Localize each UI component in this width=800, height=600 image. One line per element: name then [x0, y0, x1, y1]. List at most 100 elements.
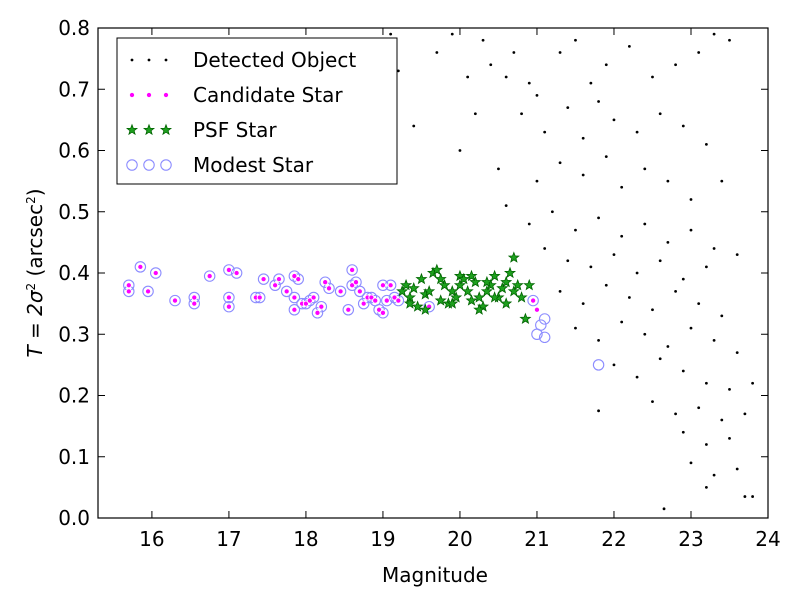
detected-object-point — [658, 259, 662, 263]
detected-object-point — [681, 369, 685, 373]
detected-object-point — [697, 51, 701, 54]
candidate-star-point — [349, 282, 356, 289]
candidate-star-point — [260, 276, 267, 283]
psf-star-point — [446, 297, 459, 309]
detected-object-point — [658, 112, 662, 116]
detected-object-point — [751, 381, 754, 385]
series-detected-object — [389, 32, 754, 511]
legend-marker-psf-star — [125, 123, 139, 136]
detected-object-point — [520, 112, 523, 116]
detected-object-point — [466, 75, 470, 79]
y-axis-label-group: T = 2σ2 (arcsec2) — [23, 188, 47, 357]
detected-object-point — [550, 210, 554, 214]
candidate-star-point — [395, 297, 402, 304]
legend-marker-detected-object — [164, 58, 168, 62]
legend: Detected Object Candidate Star PSF Star Mod… — [116, 37, 398, 185]
candidate-star-point — [368, 294, 375, 301]
candidate-star-point — [306, 297, 313, 304]
detected-object-point — [581, 173, 585, 177]
legend-entry-detected-object: Detected Object — [130, 48, 356, 72]
detected-object-point — [620, 185, 624, 189]
detected-object-point — [681, 277, 685, 281]
detected-object-point — [527, 222, 531, 226]
detected-object-point — [543, 130, 547, 134]
legend-label-modest-star: Modest Star — [193, 153, 314, 177]
candidate-star-point — [352, 279, 360, 286]
candidate-star-point — [349, 266, 356, 273]
y-axis-label-suffix: (arcsec — [23, 204, 47, 283]
psf-star-point — [523, 278, 536, 291]
detected-object-point — [704, 265, 708, 269]
modest-star-point — [527, 294, 539, 307]
psf-star-point — [496, 281, 509, 294]
psf-star-point — [465, 269, 478, 282]
modest-star-point — [288, 303, 301, 316]
modest-star-point — [346, 279, 358, 291]
psf-star-point — [500, 275, 513, 288]
psf-star-point — [419, 303, 432, 315]
detected-object-point — [666, 345, 670, 348]
candidate-star-point — [345, 306, 352, 313]
detected-object-point — [389, 32, 393, 36]
psf-star-point — [400, 278, 413, 291]
psf-star-point — [507, 285, 520, 297]
detected-object-point — [704, 381, 708, 385]
detected-object-point — [689, 461, 693, 465]
candidate-star-point — [337, 288, 344, 295]
modest-star-point — [307, 291, 320, 304]
modest-star-point — [377, 307, 389, 319]
candidate-star-point — [275, 276, 283, 283]
detected-object-point — [720, 179, 724, 183]
candidate-star-point — [391, 294, 398, 301]
x-tick-label: 24 — [755, 527, 780, 551]
detected-object-point — [712, 32, 716, 36]
candidate-star-point — [383, 297, 390, 304]
detected-object-point — [489, 63, 493, 67]
x-tick-label: 22 — [601, 527, 626, 551]
modest-star-point — [388, 291, 401, 304]
candidate-star-point — [171, 297, 179, 304]
x-tick-label: 21 — [524, 527, 549, 551]
legend-box — [116, 37, 398, 185]
y-axis-label-sup2: 2 — [24, 196, 38, 204]
candidate-star-point — [530, 297, 537, 304]
detected-object-point — [504, 75, 508, 79]
detected-object-point — [612, 253, 616, 257]
legend-marker-candidate-star — [162, 91, 170, 99]
modest-star-point — [304, 294, 316, 307]
candidate-star-point — [137, 263, 144, 270]
psf-star-point — [396, 285, 409, 297]
detected-object-point — [743, 412, 747, 416]
detected-object-point — [643, 332, 647, 336]
legend-marker-psf-star — [159, 123, 173, 136]
detected-object-point — [574, 38, 577, 42]
x-tick-label: 18 — [293, 527, 318, 551]
detected-object-point — [558, 161, 562, 165]
candidate-star-point — [302, 300, 309, 307]
candidate-star-point — [191, 300, 198, 307]
legend-marker-candidate-star — [128, 91, 136, 99]
detected-object-point — [574, 326, 577, 330]
detected-object-point — [681, 124, 685, 128]
modest-star-point — [346, 264, 358, 276]
detected-object-point — [712, 247, 716, 250]
modest-star-point — [292, 273, 304, 285]
detected-object-point — [597, 338, 600, 342]
modest-star-point — [257, 273, 270, 285]
candidate-star-point — [291, 273, 298, 280]
psf-star-point — [434, 272, 447, 285]
x-tick-label: 23 — [678, 527, 703, 551]
detected-object-point — [728, 38, 731, 42]
candidate-star-point — [152, 269, 159, 277]
candidate-star-point — [291, 294, 298, 301]
x-axis-label: Magnitude — [382, 563, 488, 587]
detected-object-point — [651, 308, 654, 312]
candidate-star-point — [318, 303, 325, 310]
candidate-star-point — [191, 294, 198, 301]
psf-star-point — [503, 266, 517, 279]
detected-object-point — [481, 38, 485, 42]
detected-object-point — [681, 430, 685, 434]
modest-star-point — [223, 291, 235, 304]
y-tick-label: 0.1 — [58, 445, 90, 469]
modest-star-point — [169, 294, 181, 307]
